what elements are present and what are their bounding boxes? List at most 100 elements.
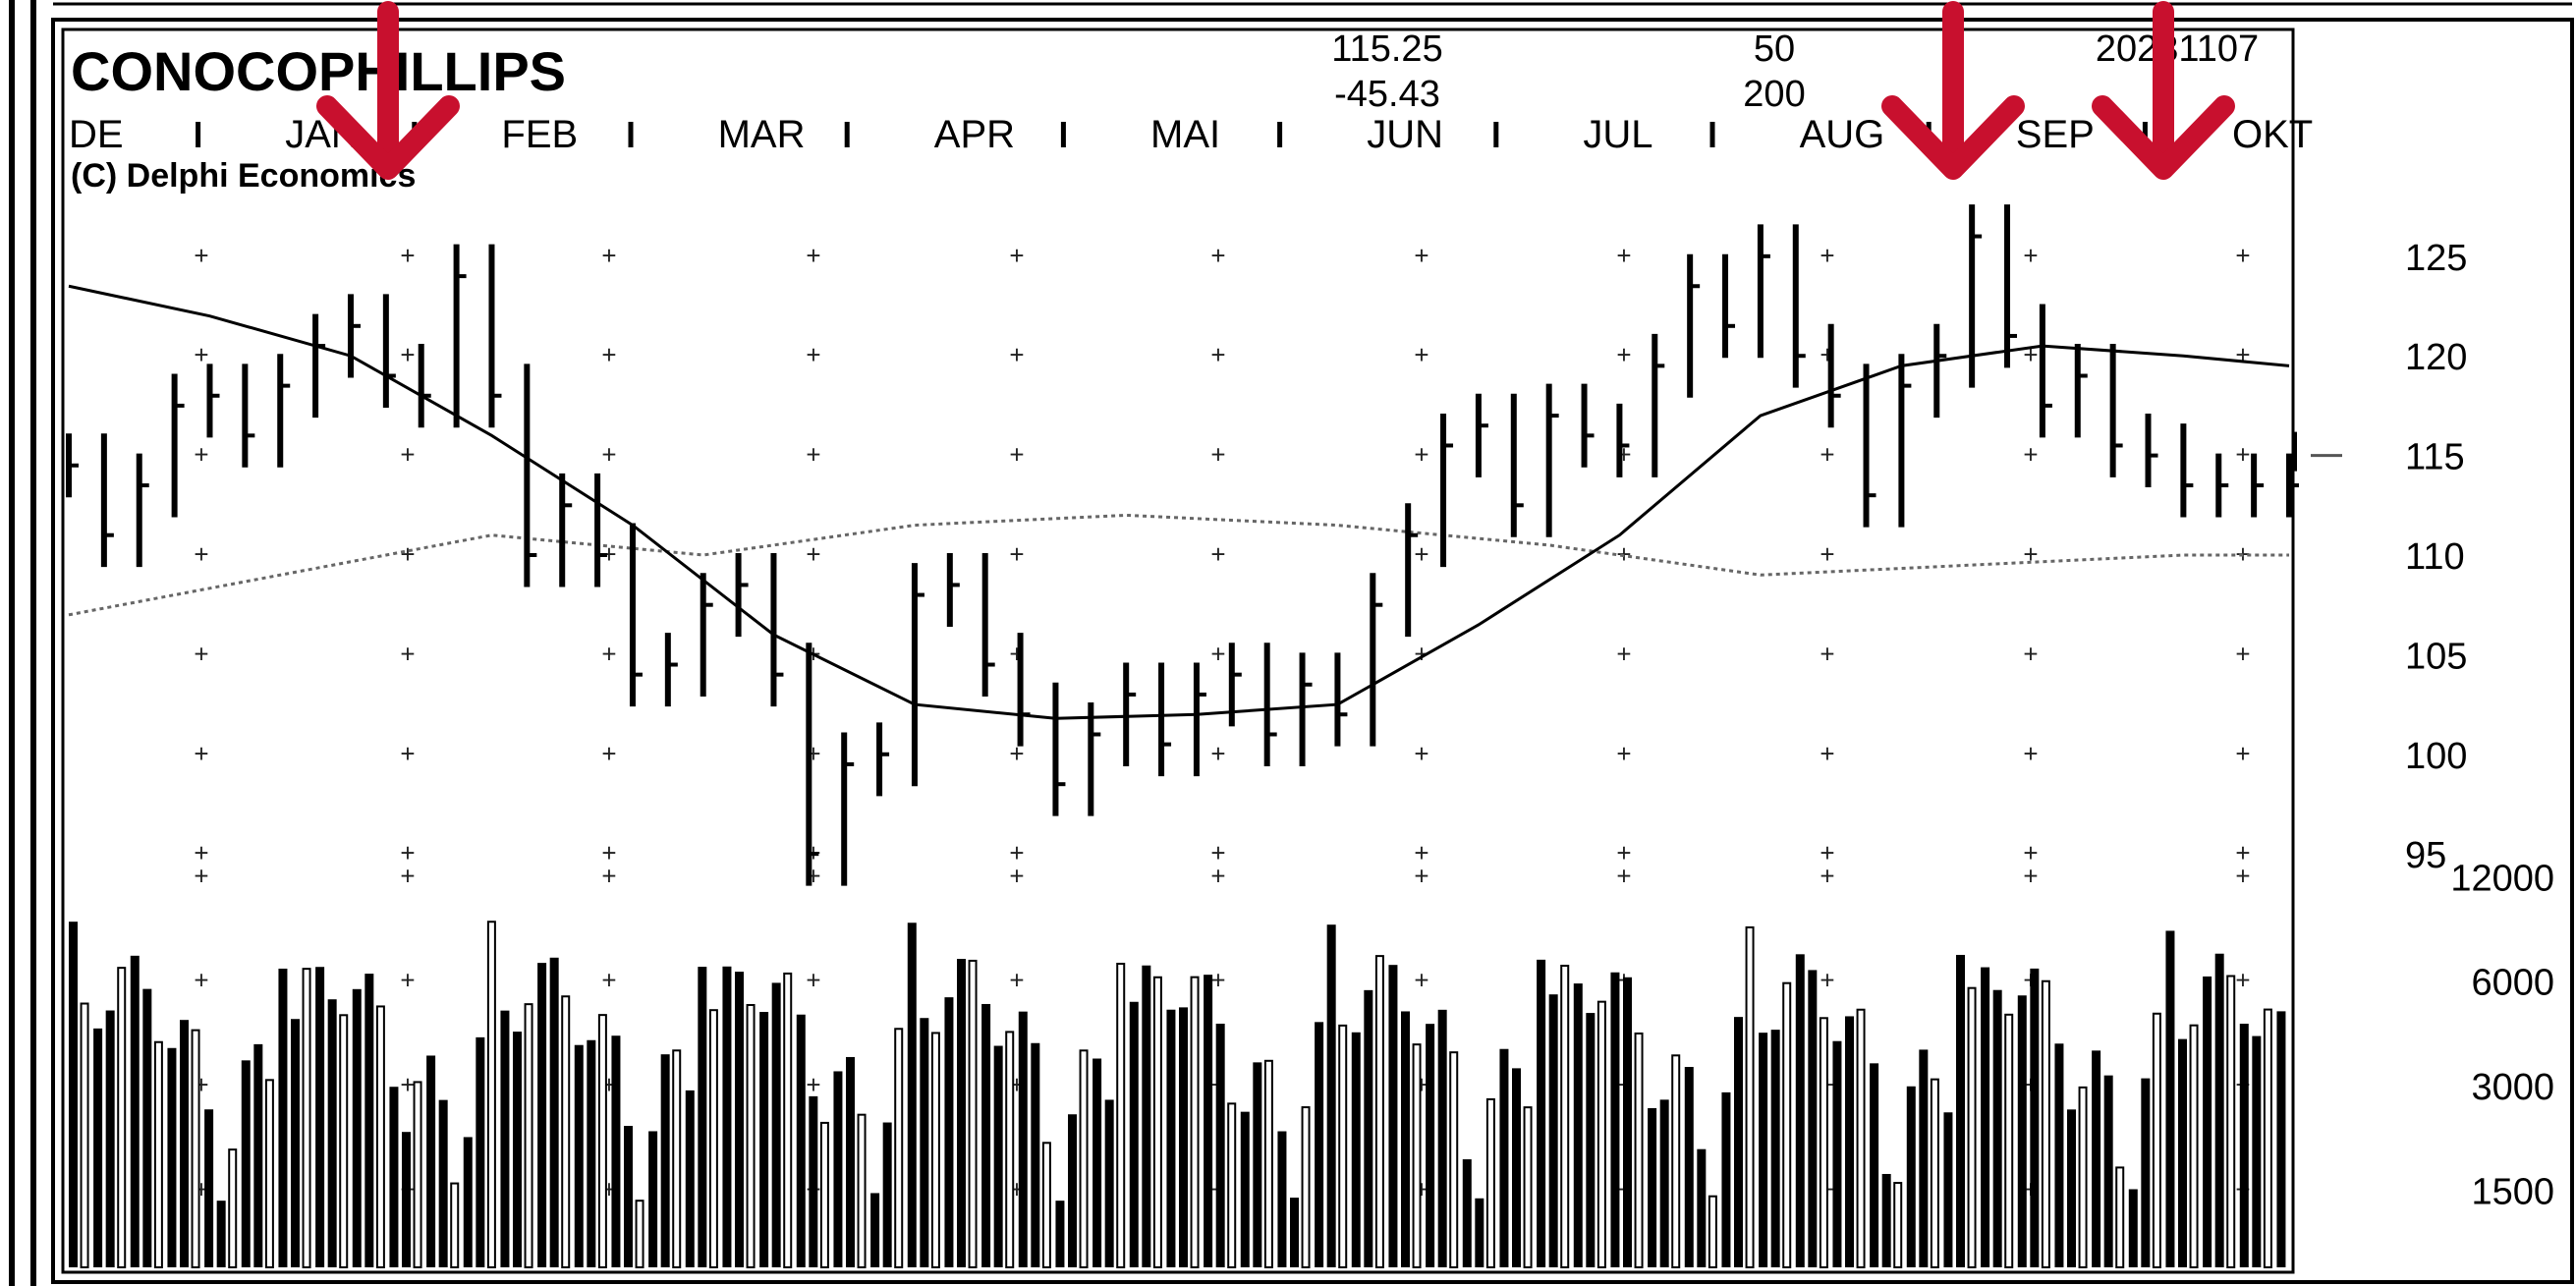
volume-bar [204, 1109, 214, 1267]
grid-plus: + [601, 739, 616, 768]
month-label: MAI [1150, 113, 1220, 156]
grid-plus: + [1210, 539, 1225, 569]
volume-bar [1808, 970, 1818, 1267]
grid-plus: + [400, 241, 415, 270]
volume-bar-outline [1634, 1032, 1644, 1269]
volume-bar-outline [1967, 986, 1977, 1268]
volume-axis: 1500 3000 6000 12000 [2450, 858, 2554, 1212]
month-separator [628, 122, 634, 147]
month-separator [844, 122, 850, 147]
volume-bar [981, 1003, 991, 1267]
grid-plus: + [1210, 639, 1225, 668]
volume-bar-outline [1041, 1142, 1051, 1269]
ma200-line [68, 513, 2289, 617]
volume-bar [426, 1055, 436, 1267]
volume-bar-outline [1190, 976, 1200, 1268]
volume-bar-outline [1116, 962, 1126, 1268]
grid-plus: + [2023, 440, 2038, 470]
grid-plus: + [1414, 241, 1428, 270]
volume-bar [1648, 1107, 1657, 1267]
volume-bar [549, 957, 559, 1267]
volume-bar [920, 1018, 929, 1267]
volume-bar [587, 1039, 596, 1267]
volume-bar [463, 1137, 473, 1267]
header-change: -45.43 [1334, 74, 1440, 115]
volume-bar-outline [1745, 925, 1755, 1268]
price-bars [66, 204, 2342, 886]
volume-bar [2252, 1035, 2262, 1267]
grid-plus: + [2023, 861, 2038, 890]
grid-plus: + [400, 639, 415, 668]
volume-bar-outline [1523, 1106, 1533, 1268]
volume-bar-outline [2078, 1086, 2088, 1268]
volume-bar [1548, 994, 1558, 1267]
volume-bar [1659, 1099, 1669, 1267]
volume-bar [2017, 995, 2027, 1267]
volume-bar [167, 1047, 177, 1267]
month-label: MAR [718, 113, 806, 156]
grid-plus: + [601, 340, 616, 369]
grid-plus: + [194, 838, 208, 867]
volume-bar-outline [2263, 1008, 2272, 1268]
grid-plus: + [1616, 539, 1631, 569]
volume-bar-outline [264, 1079, 274, 1269]
grid-plus: + [2023, 539, 2038, 569]
price-tick-label: 115 [2405, 437, 2465, 478]
volume-bar [105, 1010, 115, 1267]
volume-bar [1018, 1011, 1028, 1267]
month-label: APR [934, 113, 1015, 156]
grid-plus: + [194, 241, 208, 270]
peak-arrow-icon [2092, 1, 2235, 180]
volume-bar [278, 968, 288, 1267]
volume-bar [402, 1132, 411, 1267]
volume-bar-outline [857, 1113, 867, 1268]
volume-bar [624, 1126, 633, 1267]
volume-bar-outline [153, 1040, 163, 1268]
grid-plus: + [1616, 639, 1631, 668]
month-label: DE [69, 113, 124, 156]
volume-bar [809, 1095, 818, 1267]
grid-plus: + [1414, 966, 1428, 995]
volume-bar-outline [486, 921, 496, 1268]
volume-bar-outline [450, 1182, 460, 1269]
volume-tick-label: 12000 [2450, 858, 2554, 899]
volume-bar-outline [672, 1049, 682, 1268]
volume-bar-outline [2004, 1013, 2014, 1268]
month-label: JUL [1583, 113, 1652, 156]
volume-bar [389, 1087, 399, 1267]
volume-bar [1537, 959, 1546, 1267]
volume-bar [698, 967, 707, 1267]
volume-bar-outline [597, 1014, 607, 1268]
grid-plus: + [1210, 241, 1225, 270]
grid-plus: + [1820, 861, 1834, 890]
month-label: FEB [501, 113, 578, 156]
grid-plus: + [601, 241, 616, 270]
volume-bar [1845, 1016, 1854, 1267]
grid-plus: + [1009, 861, 1024, 890]
grid-plus: + [1009, 241, 1024, 270]
volume-bar-outline [819, 1121, 829, 1269]
volume-bar-outline [413, 1081, 422, 1268]
month-label: JUN [1367, 113, 1443, 156]
volume-bar [1881, 1173, 1891, 1267]
volume-bar [735, 972, 744, 1267]
month-separator [1709, 122, 1715, 147]
grid-plus: + [400, 1070, 415, 1099]
volume-bar [1512, 1068, 1521, 1267]
volume-bar-outline [1301, 1106, 1311, 1268]
volume-bar [1253, 1062, 1262, 1267]
month-separator [1493, 122, 1499, 147]
grid-plus: + [2023, 739, 2038, 768]
volume-bar [327, 999, 337, 1267]
volume-bar [241, 1060, 251, 1267]
grid-plus: + [2235, 241, 2250, 270]
volume-bar-outline [1819, 1017, 1828, 1269]
volume-bar-outline [968, 959, 978, 1268]
volume-bar [759, 1012, 769, 1267]
volume-bar [1943, 1112, 1953, 1267]
grid-plus: + [806, 1070, 820, 1099]
grid-plus: + [400, 861, 415, 890]
volume-bar [216, 1201, 226, 1267]
volume-bar [2054, 1043, 2064, 1267]
volume-bar-outline [1671, 1054, 1681, 1268]
